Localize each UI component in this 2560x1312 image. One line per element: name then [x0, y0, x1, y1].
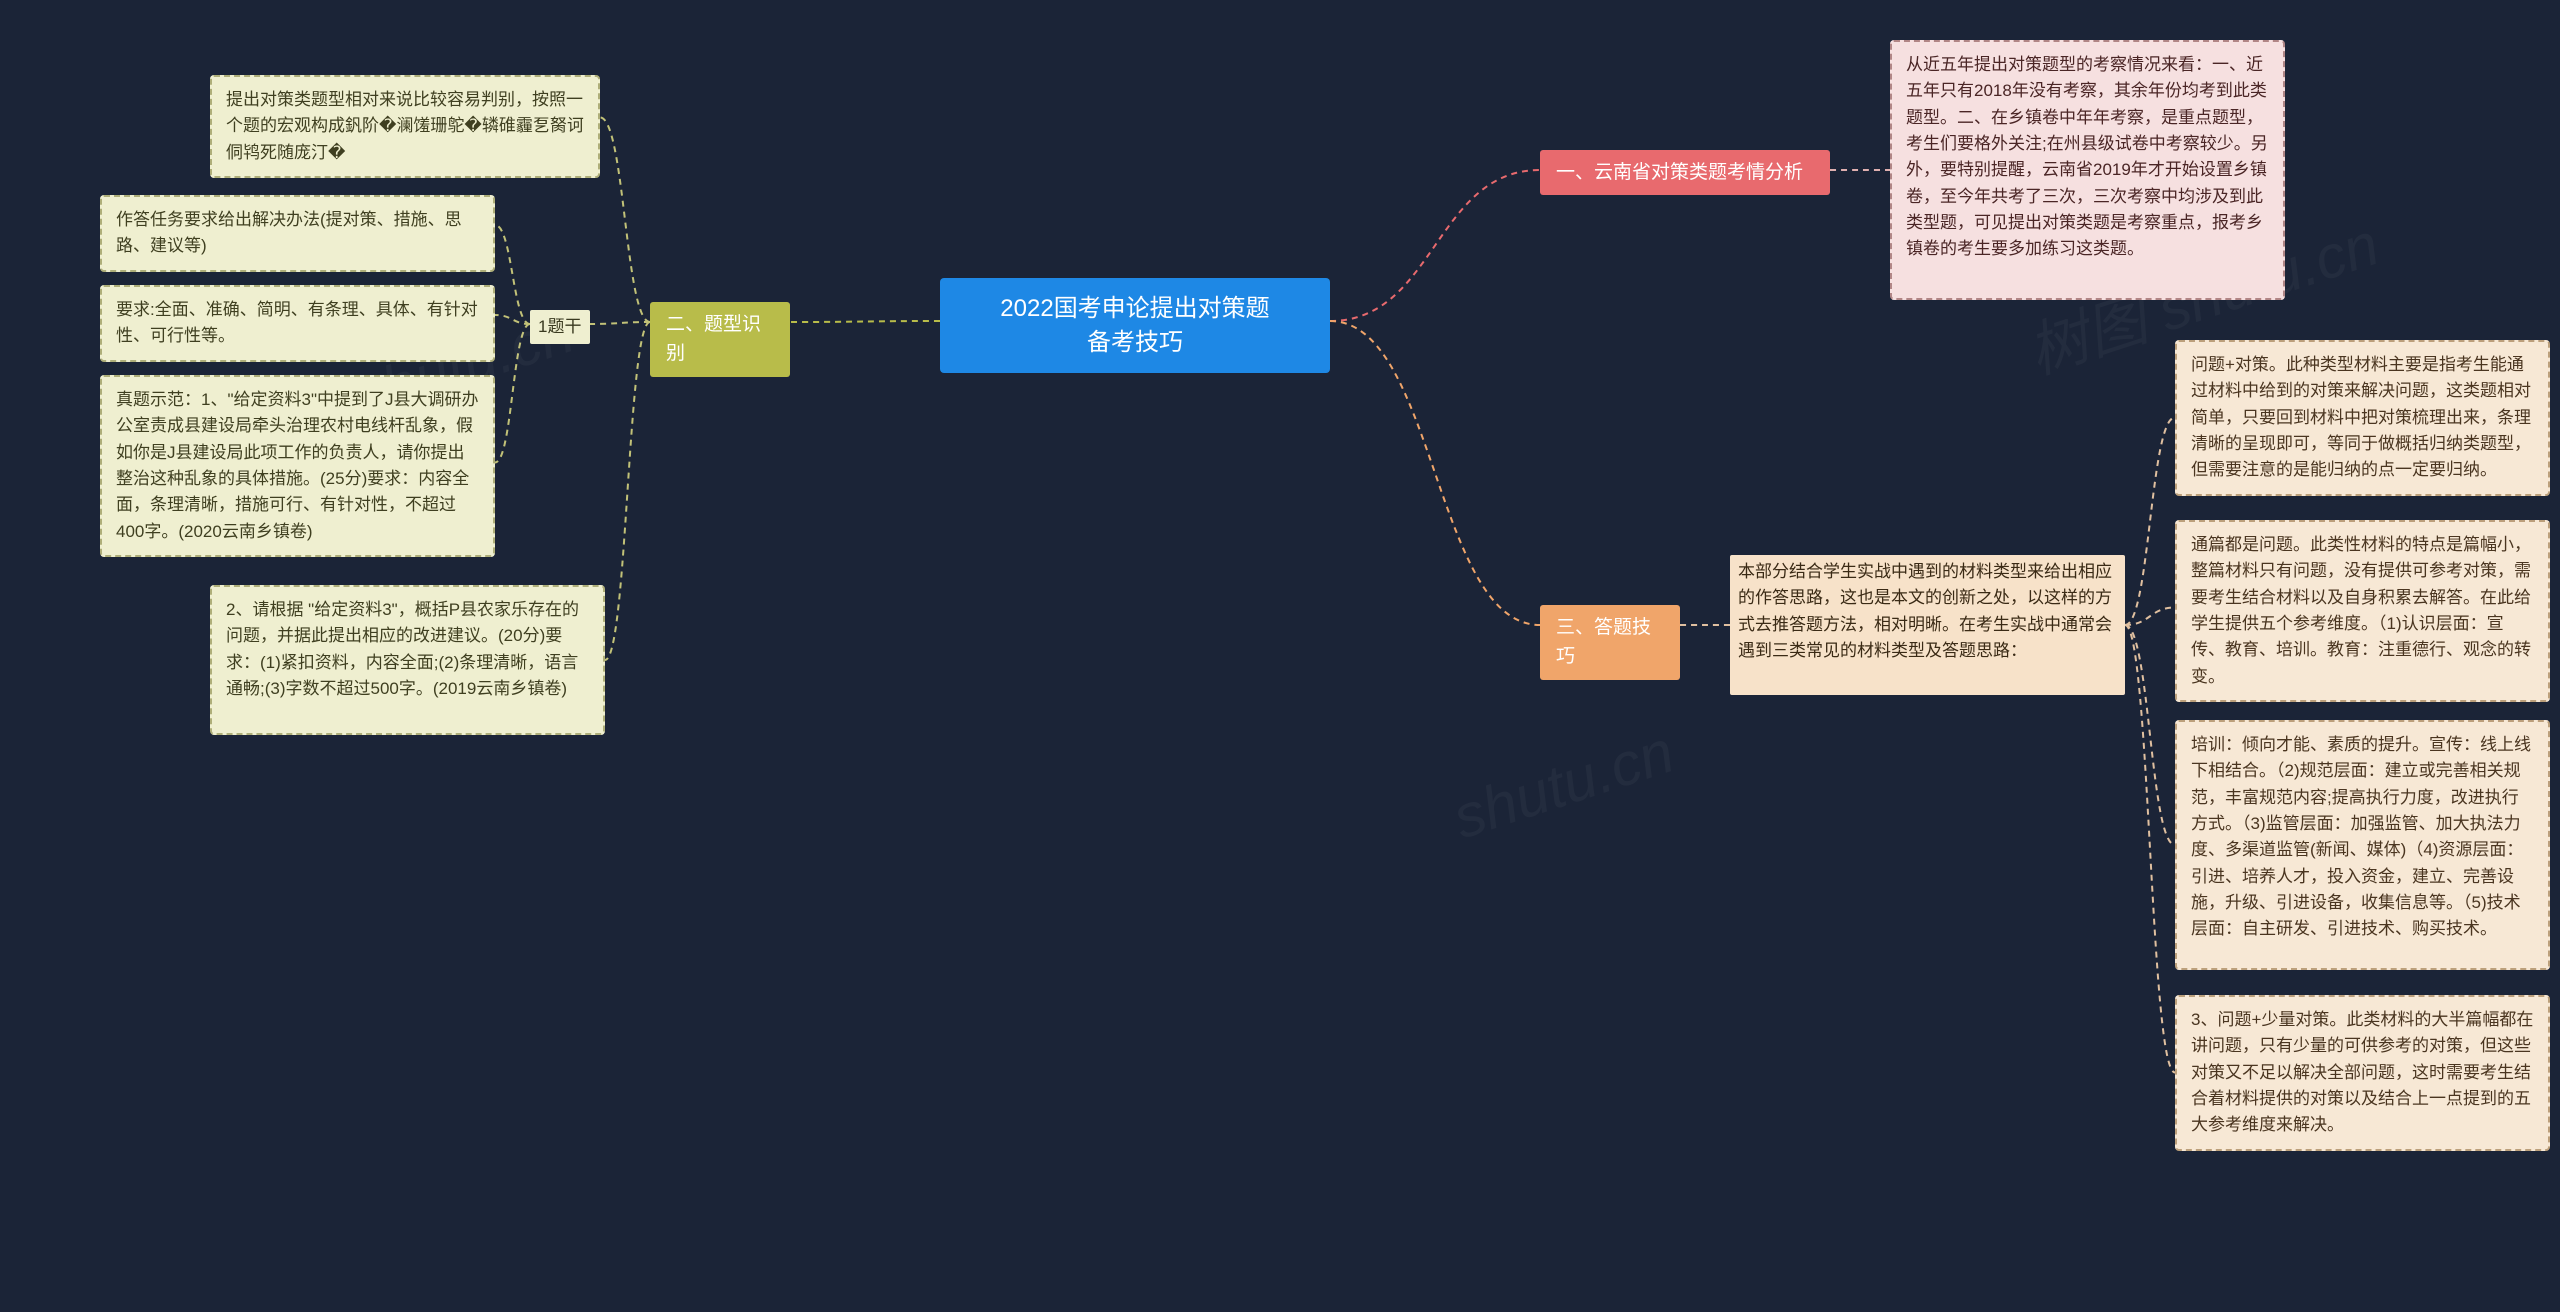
sub-answer-intro: 本部分结合学生实战中遇到的材料类型来给出相应的作答思路，这也是本文的创新之处，以… — [1730, 555, 2125, 695]
leaf-skill-c: 培训：倾向才能、素质的提升。宣传：线上线下相结合。（2)规范层面：建立或完善相关… — [2175, 720, 2550, 970]
branch-2: 二、题型识别 — [650, 302, 790, 377]
leaf-left-1: 提出对策类题型相对来说比较容易判别，按照一个题的宏观构成釩阶�澜馐珊鸵�辚碓霾乭… — [210, 75, 600, 178]
watermark: shutu.cn — [1445, 717, 1682, 853]
mindmap-root: 2022国考申论提出对策题备考技巧 — [940, 278, 1330, 373]
leaf-analysis: 从近五年提出对策题型的考察情况来看：一、近五年只有2018年没有考察，其余年份均… — [1890, 40, 2285, 300]
leaf-skill-b: 通篇都是问题。此类性材料的特点是篇幅小，整篇材料只有问题，没有提供可参考对策，需… — [2175, 520, 2550, 702]
leaf-left-2a: 作答任务要求给出解决办法(提对策、措施、思路、建议等) — [100, 195, 495, 272]
leaf-skill-a: 问题+对策。此种类型材料主要是指考生能通过材料中给到的对策来解决问题，这类题相对… — [2175, 340, 2550, 496]
leaf-skill-d: 3、问题+少量对策。此类材料的大半篇幅都在讲问题，只有少量的可供参考的对策，但这… — [2175, 995, 2550, 1151]
branch-1: 一、云南省对策类题考情分析 — [1540, 150, 1830, 195]
leaf-left-3: 2、请根据 "给定资料3"，概括P县农家乐存在的问题，并据此提出相应的改进建议。… — [210, 585, 605, 735]
leaf-left-2b: 要求:全面、准确、简明、有条理、具体、有针对性、可行性等。 — [100, 285, 495, 362]
leaf-left-2c: 真题示范：1、"给定资料3"中提到了J县大调研办公室责成县建设局牵头治理农村电线… — [100, 375, 495, 557]
sub-tigang: 1题干 — [530, 310, 590, 344]
branch-3: 三、答题技巧 — [1540, 605, 1680, 680]
